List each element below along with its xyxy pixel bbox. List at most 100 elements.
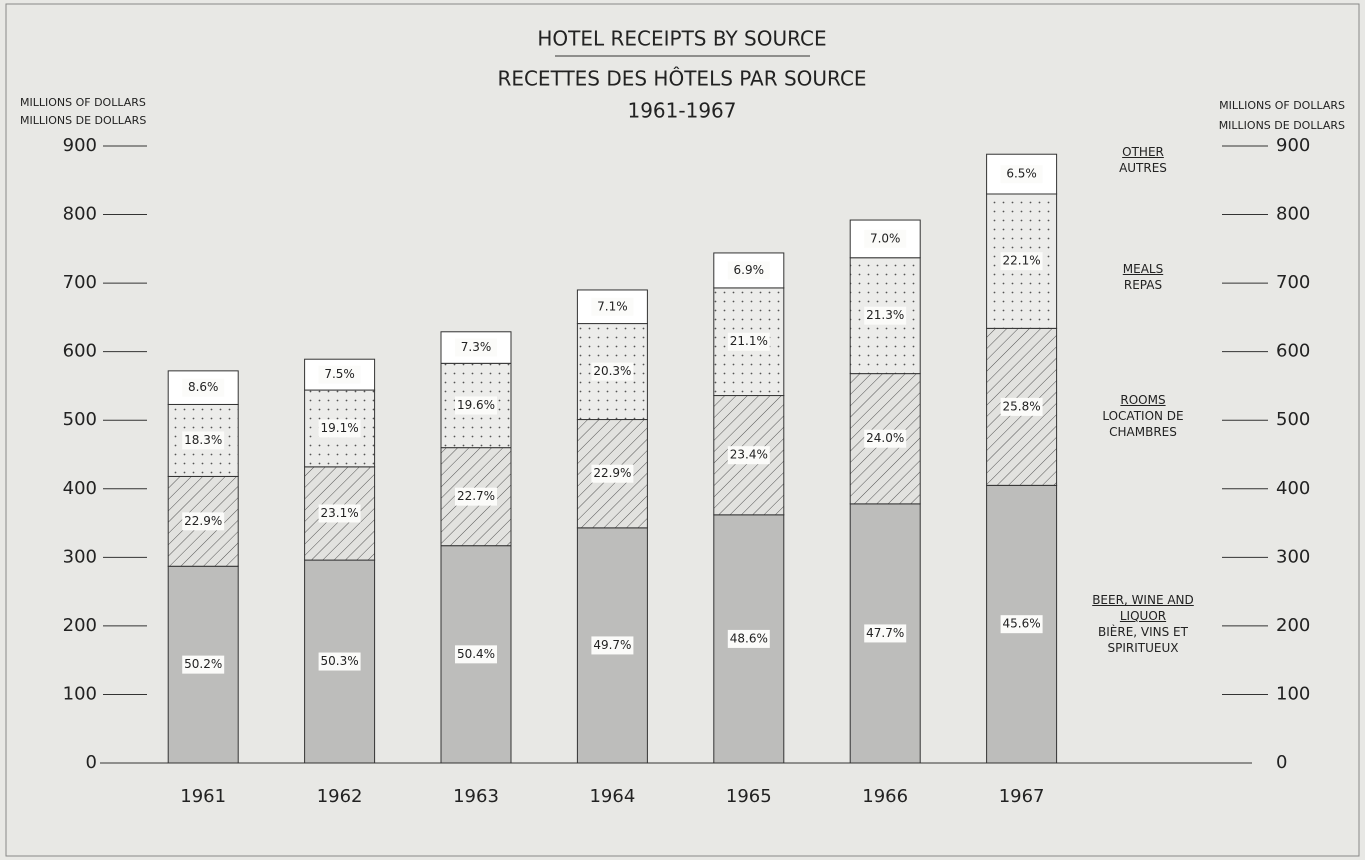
y2-axis-label: MILLIONS OF DOLLARS (1219, 99, 1345, 112)
y2-tick-label: 400 (1276, 478, 1310, 499)
x-tick-label: 1965 (726, 786, 772, 807)
y2-tick-label: 800 (1276, 204, 1310, 225)
data-label: 7.0% (870, 231, 901, 245)
y-tick-label: 800 (63, 204, 97, 225)
x-tick-label: 1967 (999, 786, 1045, 807)
y-tick-label: 600 (63, 341, 97, 362)
y-tick-label: 500 (63, 409, 97, 430)
data-label: 23.1% (321, 506, 359, 520)
legend-entry: MEALS REPAS (1068, 261, 1218, 293)
data-label: 21.1% (730, 334, 768, 348)
y-tick-label: 0 (86, 752, 97, 773)
data-label: 49.7% (593, 638, 631, 652)
label-box (182, 655, 225, 674)
y2-axis-label-fr: MILLIONS DE DOLLARS (1219, 119, 1345, 132)
data-label: 19.6% (457, 398, 495, 412)
y2-tick-label: 700 (1276, 272, 1310, 293)
x-tick-label: 1966 (862, 786, 908, 807)
legend-label-fr: AUTRES (1119, 161, 1167, 176)
data-label: 25.8% (1003, 399, 1041, 413)
data-label: 7.3% (461, 340, 492, 354)
legend-label: BEER, WINE AND LIQUOR (1092, 593, 1194, 623)
y-tick-label: 400 (63, 478, 97, 499)
label-box (182, 378, 225, 397)
y2-tick-label: 900 (1276, 135, 1310, 156)
data-label: 45.6% (1003, 617, 1041, 631)
legend-entry: BEER, WINE AND LIQUOR BIÈRE, VINS ET SPIR… (1068, 592, 1218, 656)
label-box (182, 431, 225, 450)
label-box (455, 338, 497, 357)
y2-tick-label: 300 (1276, 546, 1310, 567)
label-box (864, 429, 907, 448)
y-axis-label-fr: MILLIONS DE DOLLARS (20, 114, 146, 127)
y2-tick-label: 0 (1276, 752, 1287, 773)
label-box (455, 645, 497, 664)
x-tick-label: 1962 (317, 786, 363, 807)
data-label: 21.3% (866, 308, 904, 322)
chart-title: HOTEL RECEIPTS BY SOURCE (537, 27, 826, 51)
data-label: 6.9% (734, 263, 765, 277)
data-label: 22.1% (1003, 254, 1041, 268)
data-label: 18.3% (184, 433, 222, 447)
label-box (318, 652, 361, 671)
label-box (864, 624, 907, 643)
y-tick-label: 200 (63, 615, 97, 636)
data-label: 7.1% (597, 299, 628, 313)
label-box (1000, 615, 1043, 634)
data-label: 19.1% (321, 421, 359, 435)
label-box (455, 487, 497, 506)
y-axis-label: MILLIONS OF DOLLARS (20, 96, 146, 109)
legend-label: OTHER (1122, 145, 1164, 160)
label-box (318, 504, 361, 523)
legend-entry: ROOMS LOCATION DE CHAMBRES (1068, 392, 1218, 440)
data-label: 50.3% (321, 654, 359, 668)
label-box (591, 297, 634, 316)
label-box (591, 636, 634, 655)
label-box (864, 306, 907, 325)
legend-entry: OTHER AUTRES (1068, 144, 1218, 176)
data-label: 50.4% (457, 647, 495, 661)
label-box (591, 464, 634, 483)
y-tick-label: 300 (63, 546, 97, 567)
label-box (318, 419, 361, 438)
label-box (455, 396, 497, 415)
label-box (318, 365, 361, 384)
y2-tick-label: 200 (1276, 615, 1310, 636)
data-label: 23.4% (730, 448, 768, 462)
x-tick-label: 1964 (589, 786, 635, 807)
label-box (727, 446, 770, 465)
x-tick-label: 1961 (180, 786, 226, 807)
label-box (1000, 165, 1043, 184)
label-box (727, 629, 770, 648)
y-tick-label: 900 (63, 135, 97, 156)
legend-label-fr: BIÈRE, VINS ET SPIRITUEUX (1098, 625, 1188, 655)
data-label: 22.9% (593, 466, 631, 480)
data-label: 48.6% (730, 631, 768, 645)
label-box (864, 229, 907, 248)
label-box (591, 362, 634, 381)
data-label: 24.0% (866, 431, 904, 445)
data-label: 20.3% (593, 364, 631, 378)
legend-label-fr: REPAS (1123, 278, 1163, 293)
data-label: 50.2% (184, 657, 222, 671)
legend-label: MEALS (1122, 262, 1164, 277)
data-label: 7.5% (324, 367, 355, 381)
chart-subtitle: RECETTES DES HÔTELS PAR SOURCE (497, 67, 866, 91)
data-label: 22.7% (457, 489, 495, 503)
x-tick-label: 1963 (453, 786, 499, 807)
frame (5, 3, 1360, 857)
y2-tick-label: 500 (1276, 409, 1310, 430)
y2-tick-label: 600 (1276, 341, 1310, 362)
legend-label-fr: LOCATION DE CHAMBRES (1102, 408, 1184, 439)
y-tick-label: 100 (63, 683, 97, 704)
chart-period: 1961-1967 (627, 99, 736, 123)
label-box (1000, 397, 1043, 416)
legend-label: ROOMS (1120, 392, 1166, 407)
data-label: 22.9% (184, 514, 222, 528)
label-box (727, 332, 770, 351)
data-label: 6.5% (1006, 167, 1037, 181)
data-label: 8.6% (188, 380, 219, 394)
label-box (182, 512, 225, 531)
